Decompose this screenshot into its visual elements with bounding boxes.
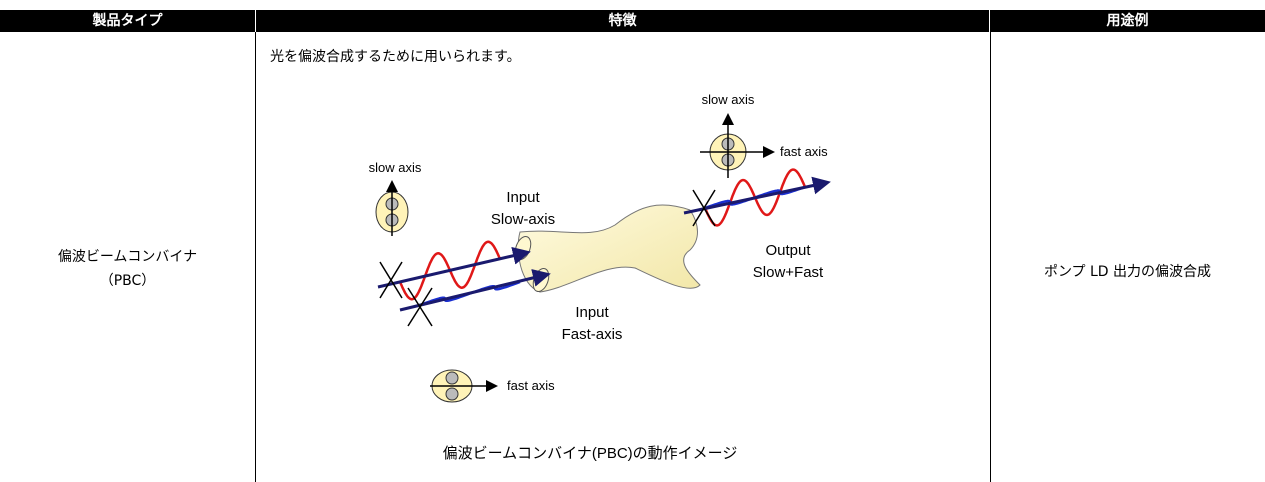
column-border xyxy=(255,32,256,482)
label: Slow-axis xyxy=(491,211,555,228)
output-axis-icon xyxy=(700,113,775,178)
beam xyxy=(683,176,831,215)
header-cell: 製品タイプ xyxy=(0,10,255,32)
feature-text: 光を偏波合成するために用いられます。 xyxy=(270,49,521,65)
label: Fast-axis xyxy=(562,326,623,343)
label: Output xyxy=(765,242,811,259)
label: fast axis xyxy=(780,144,828,159)
header-cell: 用途例 xyxy=(990,10,1265,32)
label: slow axis xyxy=(369,160,422,175)
slow-axis-icon xyxy=(375,180,409,236)
fast-axis-icon xyxy=(430,369,498,403)
usage-cell: ポンプ LD 出力の偏波合成 xyxy=(1043,264,1212,280)
label: Input xyxy=(575,304,609,321)
label: Slow+Fast xyxy=(753,264,824,281)
label: slow axis xyxy=(702,92,755,107)
cross xyxy=(379,189,716,327)
beam xyxy=(399,269,551,312)
caption: 偏波ビームコンバイナ(PBC)の動作イメージ xyxy=(443,445,738,462)
column-border xyxy=(990,32,991,482)
product-abbr: （PBC） xyxy=(99,273,156,289)
label: fast axis xyxy=(507,378,555,393)
header-cell: 特徴 xyxy=(256,10,989,32)
product-name: 偏波ビームコンバイナ xyxy=(57,249,198,265)
beam xyxy=(377,246,531,289)
label: Input xyxy=(506,189,540,206)
product-cell: 偏波ビームコンバイナ （PBC） xyxy=(0,245,255,293)
